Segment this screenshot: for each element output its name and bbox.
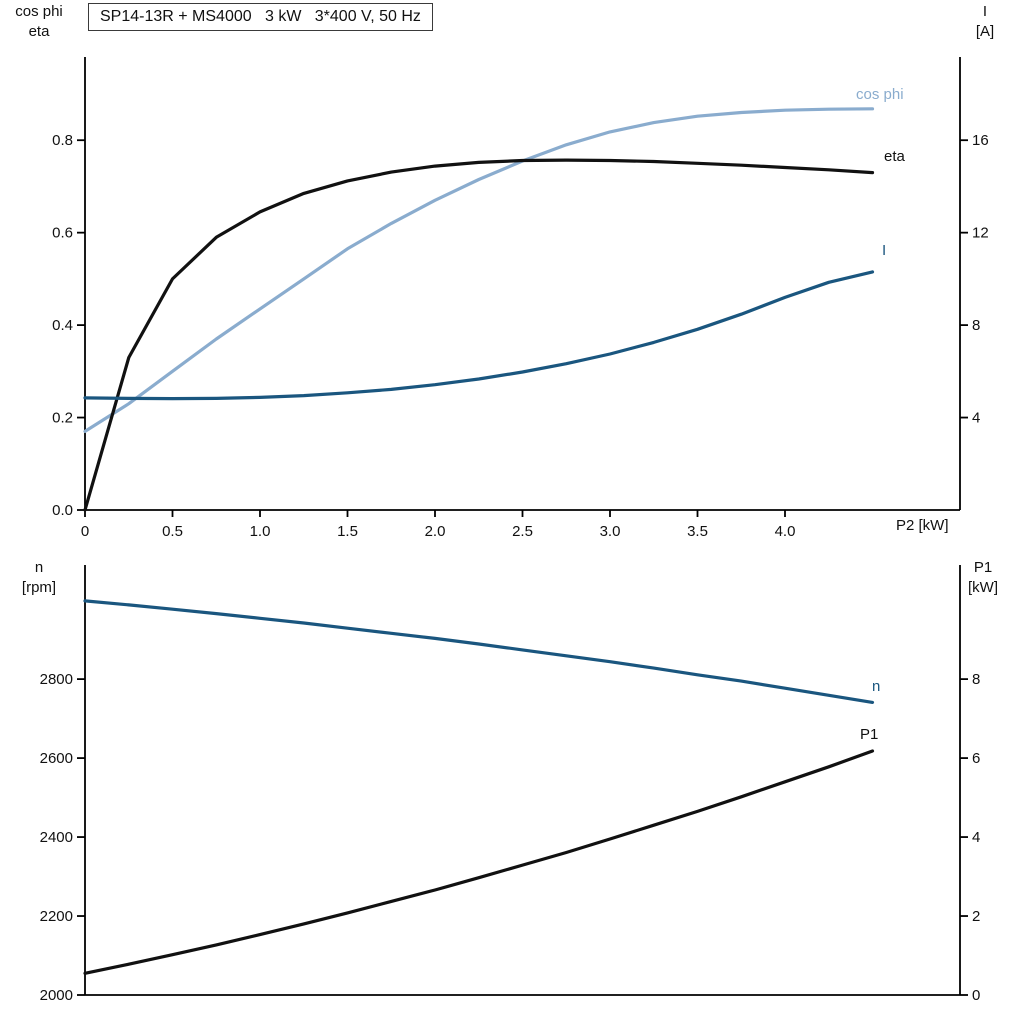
left-tick-label: 0.2 (52, 410, 73, 427)
right-tick-label: 4 (972, 829, 980, 846)
left-tick-label: 2800 (40, 671, 73, 688)
right-axis-title-line2: [kW] (968, 579, 998, 596)
bottom-chart-right-axis-title: P1 [kW] (956, 558, 1010, 598)
x-tick-label: 1.5 (337, 523, 358, 540)
right-axis-title-line1: I (982, 3, 988, 20)
left-tick-label: 0.4 (52, 317, 73, 334)
left-axis-title-line1: cos phi (15, 3, 63, 20)
right-axis-title-line1: P1 (973, 559, 993, 576)
left-axis-title-line2: eta (28, 23, 50, 40)
right-tick-label: 2 (972, 908, 980, 925)
x-tick-label: 3.0 (600, 523, 621, 540)
curve-cos-phi (83, 107, 875, 433)
left-axis-title-line2: [rpm] (21, 579, 57, 596)
curve-label-p1: P1 (860, 726, 879, 743)
right-tick-label: 8 (972, 671, 980, 688)
left-tick-label: 2000 (40, 987, 73, 1004)
left-tick-label: 0.6 (52, 225, 73, 242)
right-tick-label: 8 (972, 317, 980, 334)
curve-i (83, 270, 875, 401)
left-tick-label: 0.0 (52, 502, 73, 519)
left-axis-title-line1: n (34, 559, 44, 576)
x-tick-label: 1.0 (250, 523, 271, 540)
curve-p1 (83, 749, 875, 975)
chart-title-box: SP14-13R + MS4000 3 kW 3*400 V, 50 Hz (88, 3, 433, 31)
right-tick-label: 0 (972, 987, 980, 1004)
x-axis-label: P2 [kW] (896, 517, 949, 534)
top-chart-right-axis-title: I [A] (960, 2, 1010, 42)
x-tick-label: 3.5 (687, 523, 708, 540)
top-chart-left-axis-title: cos phi eta (6, 2, 72, 42)
left-tick-label: 2400 (40, 829, 73, 846)
left-tick-label: 0.8 (52, 132, 73, 149)
curve-eta (83, 158, 875, 512)
right-tick-label: 4 (972, 410, 980, 427)
right-tick-label: 16 (972, 132, 989, 149)
bottom-chart-left-axis-title: n [rpm] (6, 558, 72, 598)
right-axis-title-line2: [A] (975, 23, 995, 40)
curve-n (83, 599, 875, 705)
right-tick-label: 12 (972, 225, 989, 242)
x-tick-label: 0.5 (162, 523, 183, 540)
x-tick-label: 4.0 (775, 523, 796, 540)
left-tick-label: 2600 (40, 750, 73, 767)
x-tick-label: 2.0 (425, 523, 446, 540)
curve-label-speed: n (872, 678, 881, 695)
right-tick-label: 6 (972, 750, 980, 767)
curve-label-eta: eta (884, 148, 905, 165)
curve-label-current: I (882, 242, 887, 259)
x-tick-label: 0 (81, 523, 89, 540)
x-tick-label: 2.5 (512, 523, 533, 540)
curve-label-cos-phi: cos phi (856, 86, 904, 103)
left-tick-label: 2200 (40, 908, 73, 925)
